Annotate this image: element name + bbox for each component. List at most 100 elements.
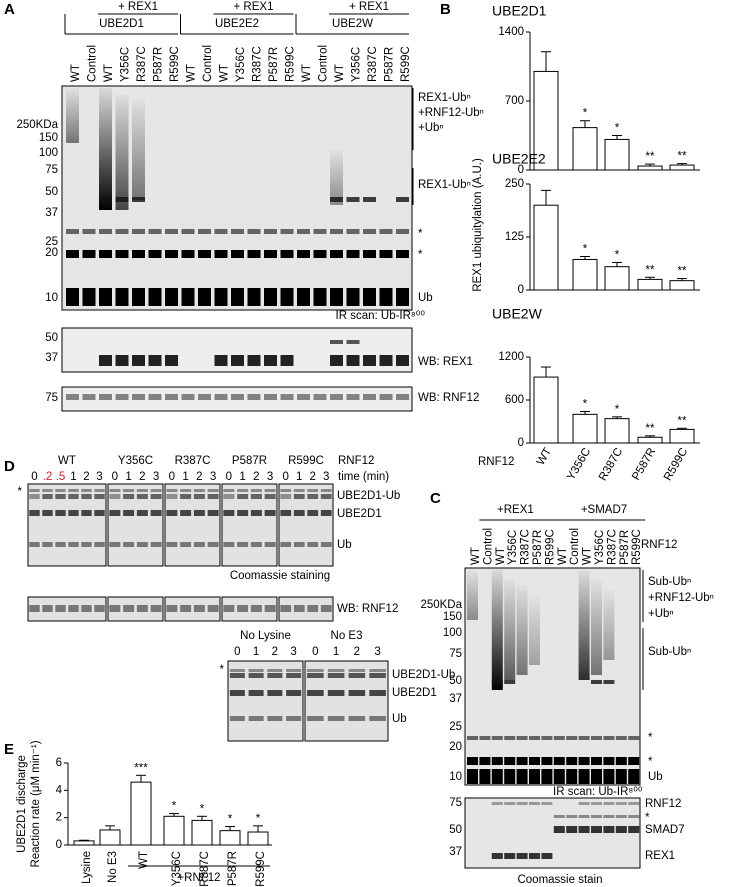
time-label: .2 <box>43 471 53 483</box>
y-tick-label: 700 <box>505 95 524 107</box>
band <box>82 250 96 258</box>
enzyme-header: UBE2D1 <box>99 18 144 30</box>
band <box>181 394 195 400</box>
band <box>479 769 491 784</box>
bar <box>604 138 630 171</box>
lane-label: R599C <box>400 46 412 82</box>
band <box>504 736 516 740</box>
band <box>132 355 145 366</box>
band <box>99 250 112 258</box>
band <box>231 288 244 306</box>
smear <box>66 88 79 143</box>
band <box>42 494 53 499</box>
band <box>180 510 192 516</box>
band <box>529 736 540 740</box>
bar <box>637 165 663 171</box>
time-label: 3 <box>210 471 216 483</box>
marker-label: 150 <box>39 132 58 144</box>
bar <box>669 164 695 171</box>
band <box>369 669 386 672</box>
marker-label: 250KDa <box>420 599 462 611</box>
band <box>193 605 205 612</box>
lane-label: P587R <box>384 47 396 82</box>
marker-label: 50 <box>45 332 58 344</box>
band <box>504 802 516 805</box>
band <box>115 197 129 202</box>
bar <box>604 266 630 291</box>
band <box>516 736 528 740</box>
marker-label: 37 <box>449 846 462 858</box>
band <box>264 510 276 516</box>
band <box>231 229 244 234</box>
band <box>82 229 96 234</box>
band <box>264 250 277 258</box>
x-tick-label: R599C <box>255 851 267 887</box>
band-annotation: +Ubⁿ <box>648 608 674 620</box>
bar <box>669 428 695 444</box>
band <box>628 769 640 784</box>
band <box>286 716 302 721</box>
y-tick-label: 6 <box>56 757 62 769</box>
y-tick-label: 250 <box>505 178 524 190</box>
band <box>180 605 192 612</box>
band <box>491 680 503 684</box>
lane-label: R599C <box>169 46 181 82</box>
bar <box>572 127 598 171</box>
gel <box>27 483 107 567</box>
lane-label: WT <box>219 64 231 82</box>
group-name: No E3 <box>331 630 363 642</box>
bar <box>99 829 121 846</box>
band <box>66 288 79 306</box>
band <box>148 394 162 400</box>
band <box>267 690 283 696</box>
chart-title: UBE2D1 <box>492 3 547 19</box>
band <box>82 288 96 306</box>
band <box>237 510 249 516</box>
time-label: 2 <box>310 471 316 483</box>
band <box>180 542 192 547</box>
smear <box>529 595 540 665</box>
band <box>307 605 319 612</box>
band <box>247 355 261 366</box>
band <box>81 489 92 492</box>
group-name: Y356C <box>118 455 153 467</box>
band <box>148 250 162 258</box>
band <box>150 542 162 547</box>
band <box>346 340 360 344</box>
band <box>566 769 578 784</box>
band-annotation: +RNF12-Ubⁿ <box>418 107 484 119</box>
band <box>214 394 228 400</box>
bar <box>572 258 598 291</box>
time-label: 1 <box>296 471 302 483</box>
band <box>348 716 366 721</box>
band <box>223 489 235 492</box>
band <box>293 494 305 499</box>
band <box>396 197 409 202</box>
band <box>467 757 478 765</box>
x-tick-label: WT <box>535 446 554 467</box>
band <box>591 769 602 784</box>
band <box>396 229 409 234</box>
lane-label: P587R <box>153 47 165 82</box>
band <box>603 757 615 765</box>
band <box>207 489 219 492</box>
band <box>346 229 360 234</box>
band <box>628 757 640 765</box>
band <box>307 510 319 516</box>
band <box>348 673 366 678</box>
band-annotation: Sub-Ubⁿ <box>648 576 691 588</box>
band <box>55 542 66 547</box>
band-annotation: UBE2D1 <box>337 508 382 520</box>
marker-label: 20 <box>449 741 462 753</box>
band <box>250 542 262 547</box>
band <box>396 394 409 400</box>
band <box>346 288 360 306</box>
lane-label: P587R <box>268 47 280 82</box>
x-tick-label: R599C <box>662 446 690 483</box>
row-title: time (min) <box>338 471 389 483</box>
marker-label: 50 <box>449 824 462 836</box>
marker-label: 250KDa <box>16 119 58 131</box>
band-annotation: * <box>220 664 225 676</box>
band <box>109 494 121 499</box>
time-label: 3 <box>323 471 329 483</box>
